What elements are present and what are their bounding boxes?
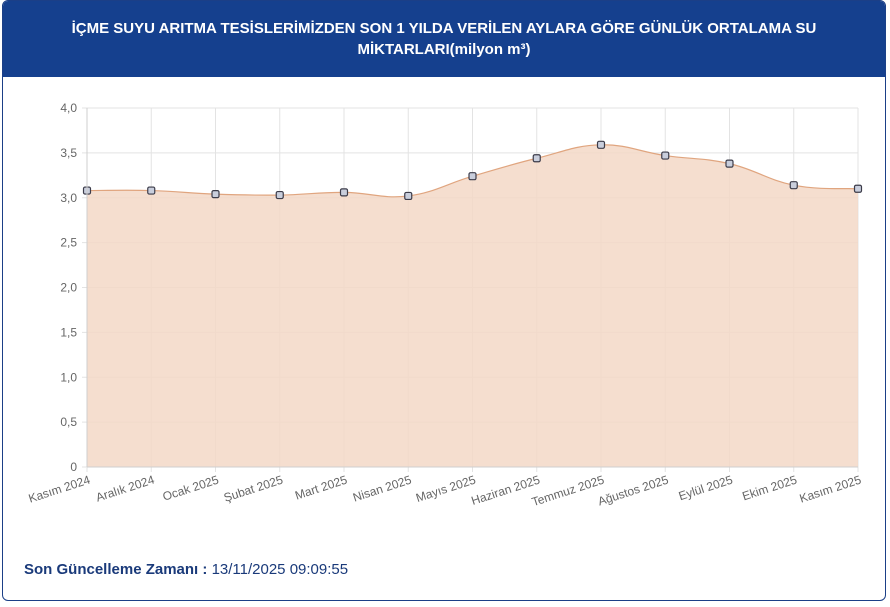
x-tick-label: Ekim 2025 — [740, 472, 799, 503]
data-point — [404, 191, 413, 201]
chart-header: İÇME SUYU ARITMA TESİSLERİMİZDEN SON 1 Y… — [3, 1, 885, 77]
x-tick-label: Nisan 2025 — [351, 472, 413, 504]
data-point — [532, 154, 541, 163]
x-tick-label: Mayıs 2025 — [414, 472, 478, 505]
y-tick-label: 1,0 — [60, 370, 77, 384]
x-tick-label: Ağustos 2025 — [596, 472, 670, 508]
data-point — [789, 181, 798, 190]
data-point — [275, 190, 284, 200]
x-tick-label: Kasım 2024 — [27, 472, 93, 505]
data-point — [211, 190, 220, 199]
y-tick-label: 4,0 — [60, 101, 77, 115]
x-tick-label: Mart 2025 — [293, 472, 349, 502]
x-tick-label: Temmuz 2025 — [530, 472, 606, 509]
data-point — [661, 151, 670, 160]
y-tick-label: 2,0 — [60, 281, 77, 295]
chart-title-line1: İÇME SUYU ARITMA TESİSLERİMİZDEN SON 1 Y… — [71, 20, 817, 37]
y-tick-label: 3,5 — [60, 146, 77, 160]
x-tick-label: Aralık 2024 — [94, 472, 156, 504]
chart-area: 0 0,5 1,0 1,5 2,0 2,5 3,0 3,5 4,0 Kasım 2024 Aralı… — [3, 77, 885, 527]
x-tick-label: Ocak 2025 — [161, 472, 221, 503]
x-tick-label: Şubat 2025 — [222, 472, 285, 504]
area-chart: 0 0,5 1,0 1,5 2,0 2,5 3,0 3,5 4,0 Kasım 2024 Aralı… — [27, 101, 864, 509]
data-point — [468, 172, 477, 181]
area-fill — [87, 144, 858, 467]
data-point — [596, 140, 606, 149]
last-updated-label: Son Güncelleme Zamanı : — [24, 561, 208, 578]
y-tick-label: 0,5 — [60, 415, 77, 429]
data-point — [147, 186, 156, 195]
y-tick-label: 0 — [70, 460, 77, 474]
x-tick-label: Eylül 2025 — [677, 472, 735, 503]
chart-title: İÇME SUYU ARITMA TESİSLERİMİZDEN SON 1 Y… — [64, 18, 824, 60]
y-tick-label: 2,5 — [60, 236, 77, 250]
data-point — [853, 184, 863, 193]
chart-title-line2: MİKTARLARI(milyon m³) — [357, 41, 531, 58]
x-tick-label: Kasım 2025 — [798, 472, 864, 505]
last-updated-value: 13/11/2025 09:09:55 — [211, 561, 349, 578]
data-point — [725, 159, 734, 168]
last-updated: Son Güncelleme Zamanı : 13/11/2025 09:09… — [24, 561, 348, 578]
y-tick-label: 3,0 — [60, 191, 77, 205]
y-tick-label: 1,5 — [60, 325, 77, 339]
data-point — [339, 188, 349, 197]
